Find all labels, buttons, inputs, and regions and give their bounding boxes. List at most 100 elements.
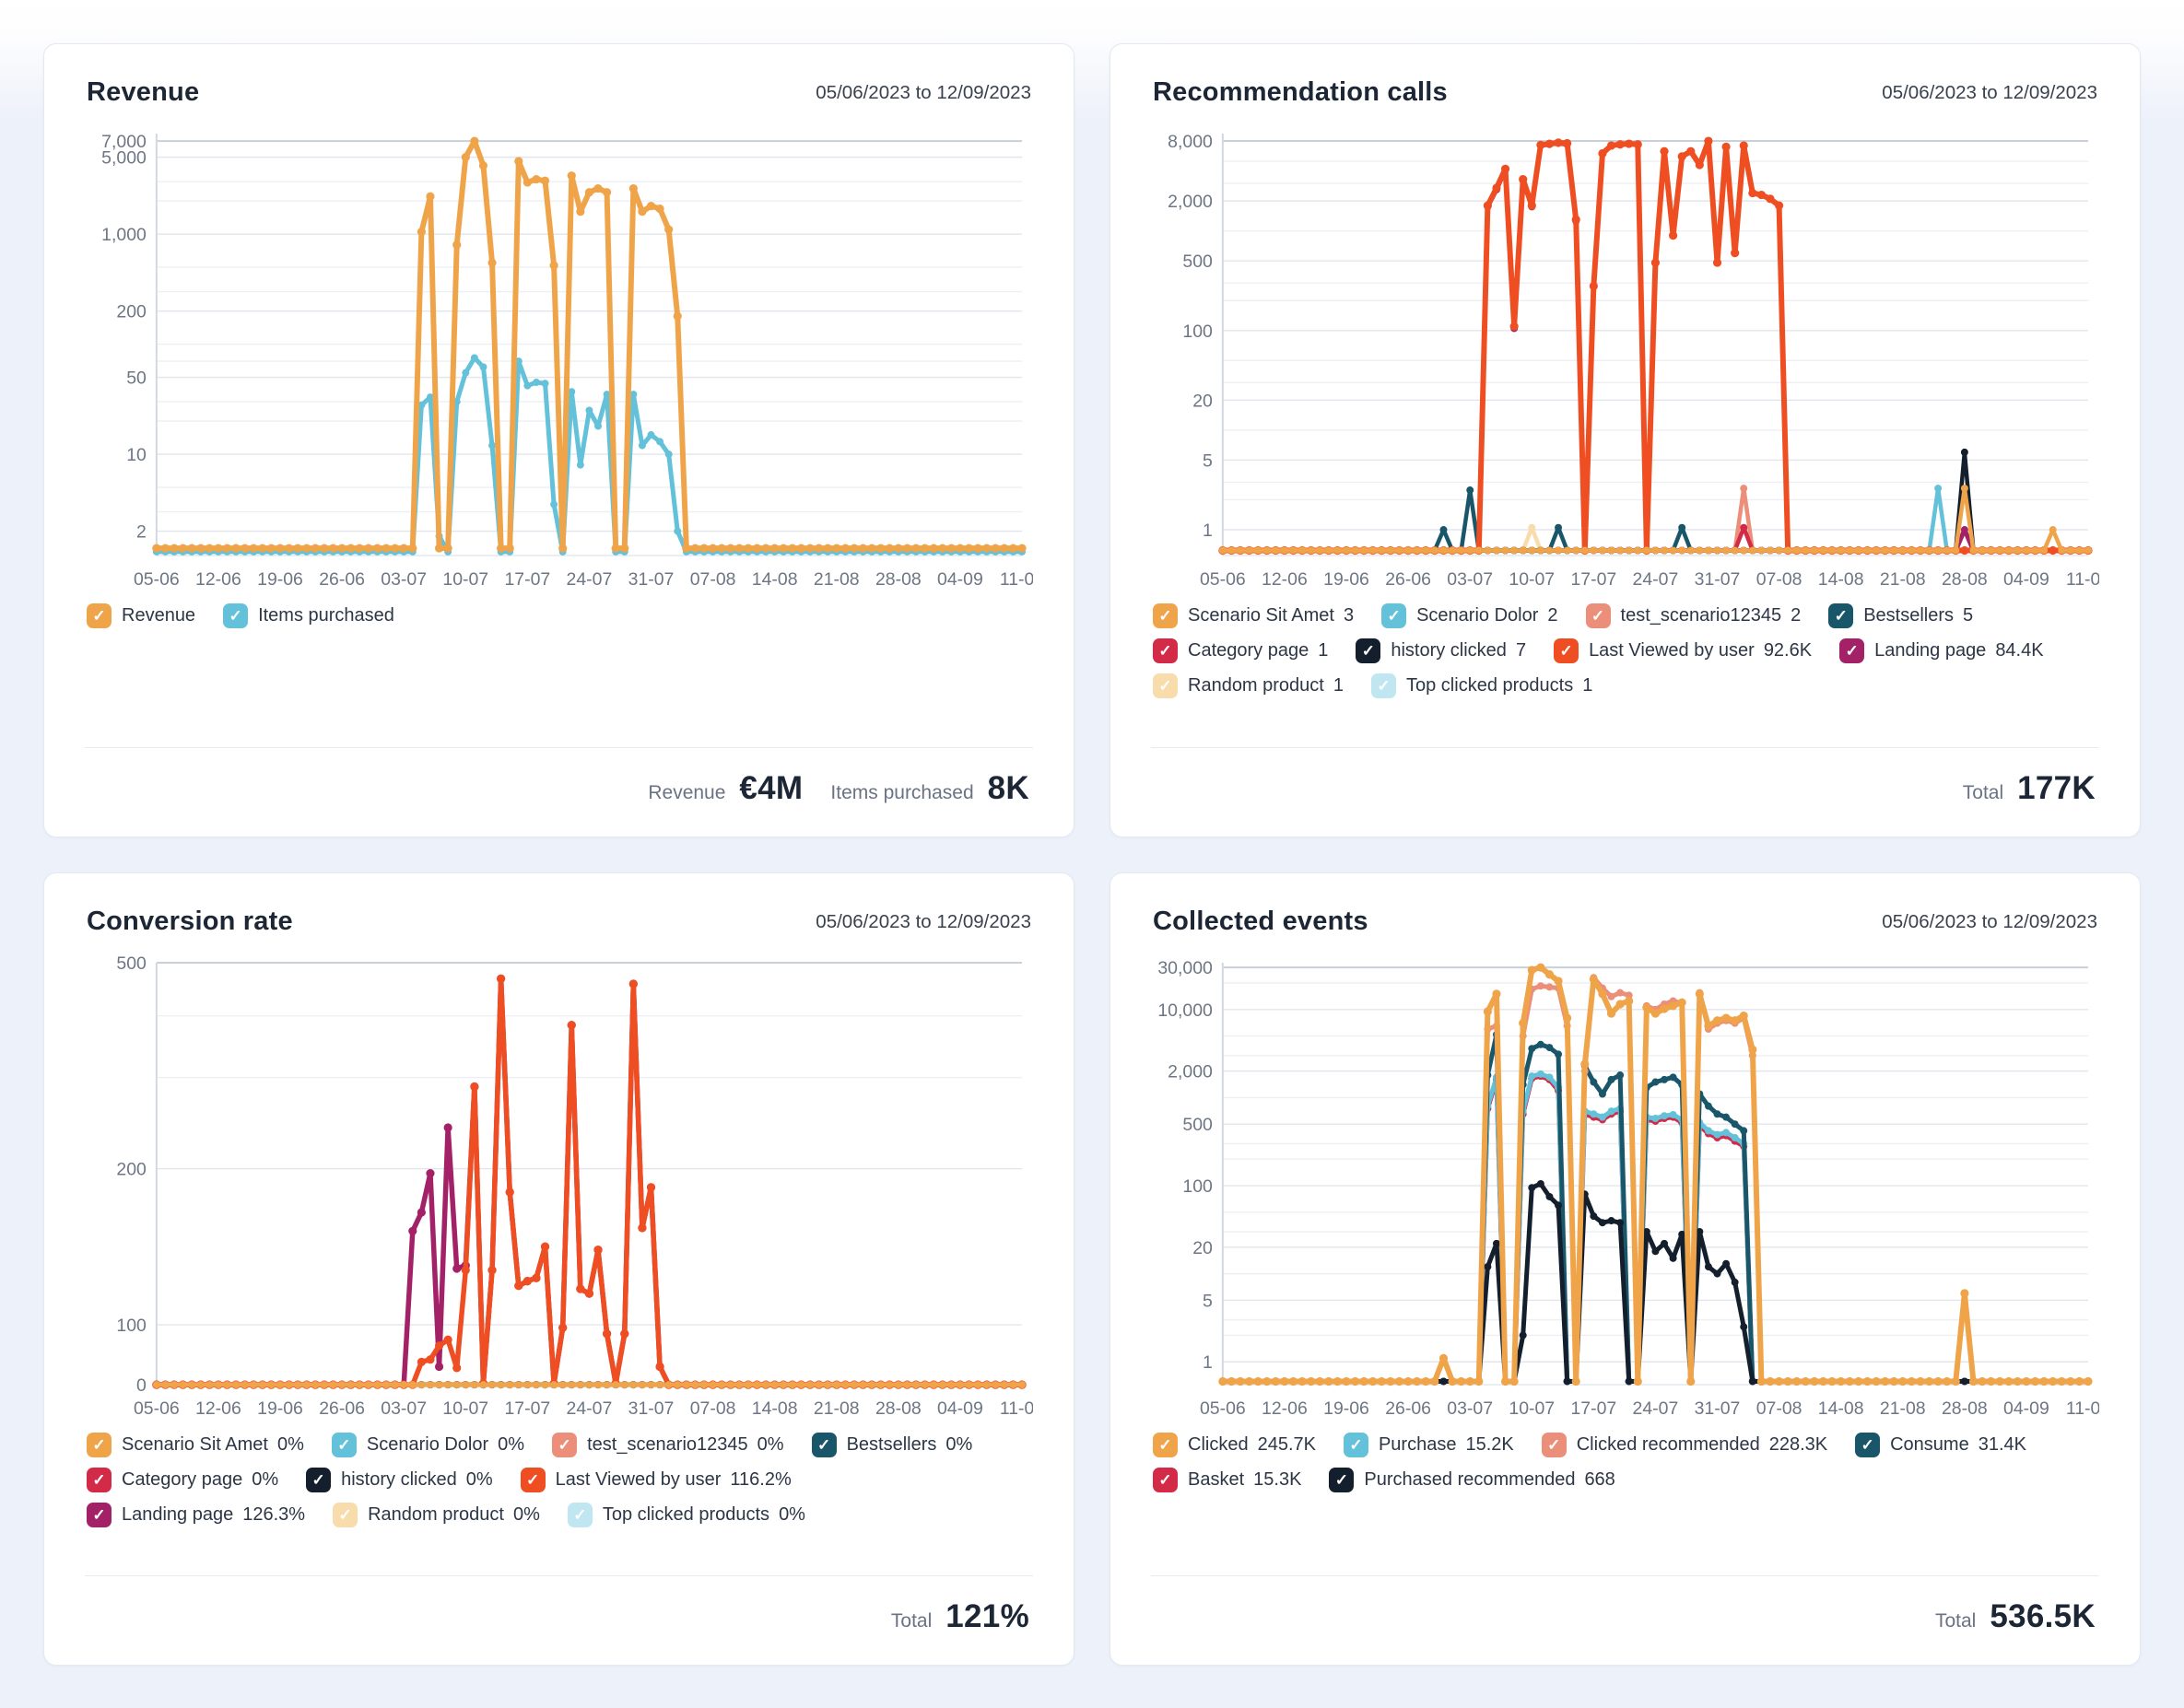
svg-text:04-09: 04-09 <box>937 1398 983 1419</box>
date-range[interactable]: 05/06/2023 to 12/09/2023 <box>1882 82 2097 103</box>
total-label: Revenue <box>648 781 726 803</box>
checkbox-checked-icon[interactable]: ✓ <box>1371 673 1396 698</box>
checkbox-checked-icon[interactable]: ✓ <box>1343 1432 1368 1457</box>
legend-item-scenario-sit-amet[interactable]: ✓ Scenario Sit Amet 3 <box>1153 603 1354 628</box>
checkbox-checked-icon[interactable]: ✓ <box>87 1467 112 1492</box>
legend-item-random-product[interactable]: ✓ Random product 1 <box>1153 673 1344 698</box>
legend-value: 15.3K <box>1253 1468 1302 1490</box>
legend-item-history-clicked[interactable]: ✓ history clicked 0% <box>306 1467 493 1492</box>
svg-text:03-07: 03-07 <box>381 1398 427 1419</box>
checkbox-checked-icon[interactable]: ✓ <box>87 1502 112 1527</box>
panel-recommendation-calls: Recommendation calls 05/06/2023 to 12/09… <box>1110 43 2141 837</box>
legend-label: Last Viewed by user <box>555 1468 722 1490</box>
total-label: Items purchased <box>830 781 974 803</box>
legend-value: 228.3K <box>1768 1433 1828 1455</box>
date-range[interactable]: 05/06/2023 to 12/09/2023 <box>1882 910 2097 932</box>
legend-value: 668 <box>1584 1468 1615 1490</box>
legend-item-scenario-dolor[interactable]: ✓ Scenario Dolor 2 <box>1381 603 1558 628</box>
legend-item-revenue[interactable]: ✓ Revenue <box>87 603 195 628</box>
legend-item-landing-page[interactable]: ✓ Landing page 126.3% <box>87 1502 305 1527</box>
svg-text:14-08: 14-08 <box>1818 1398 1864 1419</box>
legend-value: 0% <box>276 1433 304 1455</box>
legend-value: 5 <box>1963 605 1974 626</box>
checkbox-checked-icon[interactable]: ✓ <box>1153 1432 1178 1457</box>
legend-item-category-page[interactable]: ✓ Category page 1 <box>1153 638 1328 663</box>
total-value: €4M <box>739 769 804 806</box>
legend-item-scenario-dolor[interactable]: ✓ Scenario Dolor 0% <box>331 1432 524 1457</box>
legend-label: Clicked <box>1188 1433 1249 1455</box>
total-items-purchased: Items purchased 8K <box>830 770 1029 807</box>
legend-item-last-viewed-by-user[interactable]: ✓ Last Viewed by user 116.2% <box>520 1467 792 1492</box>
checkbox-checked-icon[interactable]: ✓ <box>1554 638 1579 663</box>
svg-text:03-07: 03-07 <box>381 569 427 590</box>
svg-text:10: 10 <box>126 445 147 465</box>
checkbox-checked-icon[interactable]: ✓ <box>223 603 249 628</box>
checkbox-checked-icon[interactable]: ✓ <box>306 1467 332 1492</box>
checkbox-checked-icon[interactable]: ✓ <box>1356 638 1381 663</box>
checkbox-checked-icon[interactable]: ✓ <box>1541 1432 1567 1457</box>
legend-item-top-clicked-products[interactable]: ✓ Top clicked products 1 <box>1371 673 1592 698</box>
legend-item-scenario-sit-amet[interactable]: ✓ Scenario Sit Amet 0% <box>87 1432 304 1457</box>
legend-item-random-product[interactable]: ✓ Random product 0% <box>333 1502 540 1527</box>
checkbox-checked-icon[interactable]: ✓ <box>1329 1467 1355 1492</box>
legend-label: Items purchased <box>258 605 394 626</box>
checkbox-checked-icon[interactable]: ✓ <box>1381 603 1407 628</box>
checkbox-checked-icon[interactable]: ✓ <box>520 1467 546 1492</box>
checkbox-checked-icon[interactable]: ✓ <box>333 1502 358 1527</box>
checkbox-checked-icon[interactable]: ✓ <box>1153 603 1178 628</box>
checkbox-checked-icon[interactable]: ✓ <box>87 603 112 628</box>
checkbox-checked-icon[interactable]: ✓ <box>1839 638 1865 663</box>
legend-item-landing-page[interactable]: ✓ Landing page 84.4K <box>1839 638 2044 663</box>
legend-item-basket[interactable]: ✓ Basket 15.3K <box>1153 1467 1302 1492</box>
svg-text:11-09: 11-09 <box>1000 1398 1033 1419</box>
legend-item-history-clicked[interactable]: ✓ history clicked 7 <box>1356 638 1526 663</box>
legend-item-items-purchased[interactable]: ✓ Items purchased <box>223 603 394 628</box>
date-range[interactable]: 05/06/2023 to 12/09/2023 <box>816 82 1031 103</box>
checkbox-checked-icon[interactable]: ✓ <box>1828 603 1854 628</box>
legend-value: 31.4K <box>1978 1433 2026 1455</box>
legend-item-clicked-recommended[interactable]: ✓ Clicked recommended 228.3K <box>1541 1432 1828 1457</box>
legend-item-purchase[interactable]: ✓ Purchase 15.2K <box>1343 1432 1514 1457</box>
svg-text:26-06: 26-06 <box>319 569 365 590</box>
legend-item-test-scenario12345[interactable]: ✓ test_scenario12345 0% <box>552 1432 784 1457</box>
svg-text:19-06: 19-06 <box>1323 569 1369 590</box>
recommendation-calls-chart[interactable]: 8,000 2,000 500 100 20 5 1 05-06 12-06 19-06 26-06… <box>1151 119 2099 592</box>
svg-text:10-07: 10-07 <box>442 1398 488 1419</box>
checkbox-checked-icon[interactable]: ✓ <box>1153 1467 1178 1492</box>
checkbox-checked-icon[interactable]: ✓ <box>1585 603 1611 628</box>
svg-text:07-08: 07-08 <box>690 569 736 590</box>
collected-events-chart[interactable]: 30,000 10,000 2,000 500 100 20 5 1 05-06 12-06 19-… <box>1151 948 2099 1421</box>
checkbox-checked-icon[interactable]: ✓ <box>331 1432 357 1457</box>
legend-label: test_scenario12345 <box>587 1433 748 1455</box>
checkbox-checked-icon[interactable]: ✓ <box>552 1432 578 1457</box>
collected-events-legend: ✓ Clicked 245.7K ✓ Purchase 15.2K ✓ Clicked rec… <box>1153 1432 2097 1492</box>
checkbox-checked-icon[interactable]: ✓ <box>567 1502 593 1527</box>
legend-item-clicked[interactable]: ✓ Clicked 245.7K <box>1153 1432 1316 1457</box>
legend-item-top-clicked-products[interactable]: ✓ Top clicked products 0% <box>567 1502 805 1527</box>
series-revenue <box>152 136 1027 553</box>
svg-text:26-06: 26-06 <box>1385 569 1431 590</box>
legend-item-bestsellers[interactable]: ✓ Bestsellers 0% <box>811 1432 972 1457</box>
svg-text:12-06: 12-06 <box>1262 569 1308 590</box>
svg-text:24-07: 24-07 <box>1633 1398 1679 1419</box>
checkbox-checked-icon[interactable]: ✓ <box>1855 1432 1881 1457</box>
total-label: Total <box>1934 1610 1977 1632</box>
svg-text:04-09: 04-09 <box>2003 569 2049 590</box>
checkbox-checked-icon[interactable]: ✓ <box>1153 638 1178 663</box>
checkbox-checked-icon[interactable]: ✓ <box>811 1432 837 1457</box>
page-title: Collected events <box>1153 906 1368 936</box>
svg-text:50: 50 <box>126 369 147 389</box>
legend-item-test-scenario12345[interactable]: ✓ test_scenario12345 2 <box>1585 603 1801 628</box>
legend-item-consume[interactable]: ✓ Consume 31.4K <box>1855 1432 2026 1457</box>
legend-item-purchased-recommended[interactable]: ✓ Purchased recommended 668 <box>1329 1467 1615 1492</box>
legend-item-bestsellers[interactable]: ✓ Bestsellers 5 <box>1828 603 1973 628</box>
checkbox-checked-icon[interactable]: ✓ <box>1153 673 1178 698</box>
checkbox-checked-icon[interactable]: ✓ <box>87 1432 112 1457</box>
legend-item-category-page[interactable]: ✓ Category page 0% <box>87 1467 278 1492</box>
date-range[interactable]: 05/06/2023 to 12/09/2023 <box>816 910 1031 932</box>
legend-value: 84.4K <box>1995 640 2044 661</box>
legend-item-last-viewed-by-user[interactable]: ✓ Last Viewed by user 92.6K <box>1554 638 1812 663</box>
svg-text:500: 500 <box>1182 1115 1213 1135</box>
conversion-rate-chart[interactable]: 500 200 100 005-06 12-06 19-06 26-06 03-07 10-07… <box>85 948 1033 1421</box>
